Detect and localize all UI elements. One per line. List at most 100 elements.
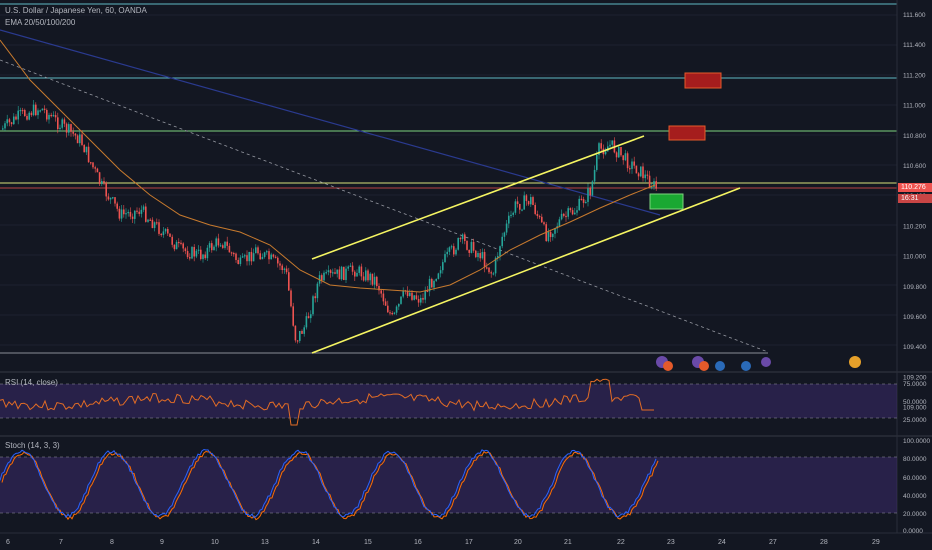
candle-body	[2, 128, 4, 130]
candle-body	[255, 247, 257, 254]
stoch-axis[interactable]: 100.0000 80.0000 60.0000 40.0000 20.0000 0.00…	[903, 438, 930, 535]
ema-line	[0, 39, 656, 293]
candle-body	[626, 153, 629, 169]
time-tick-label: 15	[364, 539, 372, 546]
rsi-legend[interactable]: RSI (14, close)	[5, 378, 58, 387]
rsi-axis[interactable]: 75.0000 50.0000 25.0000	[903, 381, 927, 424]
candle-body	[76, 135, 79, 144]
candle-body	[400, 296, 402, 304]
candle-body	[622, 155, 624, 161]
indicator-legend[interactable]: EMA 20/50/100/200	[5, 18, 76, 27]
candle-body	[186, 251, 189, 258]
sell-zone-box-lower[interactable]	[668, 125, 706, 141]
price-axis[interactable]: 111.600 111.400 111.200 111.000 110.800 110.6…	[903, 12, 927, 412]
candle-body	[378, 285, 380, 291]
candle-body	[314, 296, 316, 299]
time-tick-label: 21	[564, 539, 572, 546]
candle-body	[620, 146, 622, 156]
candle-body	[433, 280, 435, 288]
price-tick-label: 109.200	[903, 374, 927, 381]
candle-body	[481, 252, 484, 259]
candle-body	[549, 232, 552, 238]
dashed-trendline[interactable]	[0, 59, 769, 353]
candle-body	[600, 143, 602, 149]
countdown-badge: 16:31	[898, 194, 932, 203]
candle-body	[32, 104, 35, 116]
candle-body	[222, 245, 224, 248]
blue-ema-line	[0, 29, 661, 216]
candle-body	[149, 219, 151, 221]
rsi-line	[0, 378, 654, 426]
candle-body	[417, 298, 420, 303]
candle-body	[226, 241, 228, 246]
candle-body	[136, 210, 138, 212]
candle-body	[138, 211, 140, 214]
channel-upper-line[interactable]	[311, 135, 645, 260]
candle-body	[15, 116, 17, 120]
stoch-d-line	[1, 450, 659, 521]
stoch-legend[interactable]: Stoch (14, 3, 3)	[5, 441, 60, 450]
sell-zone-box-upper[interactable]	[684, 72, 722, 89]
candle-body	[65, 123, 68, 133]
candle-body	[475, 250, 477, 258]
buy-zone-box[interactable]	[649, 193, 684, 210]
candle-body	[409, 292, 411, 296]
candle-body	[217, 238, 220, 246]
stoch-tick-label: 40.0000	[903, 493, 927, 500]
candle-body	[624, 153, 627, 161]
candle-body	[585, 201, 587, 204]
candle-body	[530, 197, 532, 205]
price-tick-label: 109.000	[903, 405, 927, 412]
price-tick-label: 110.000	[903, 254, 926, 261]
symbol-title[interactable]: U.S. Dollar / Japanese Yen, 60, OANDA	[5, 6, 147, 15]
candle-body	[327, 270, 330, 273]
candle-body	[184, 248, 187, 252]
candle-body	[268, 251, 270, 260]
time-tick-label: 7	[59, 539, 63, 546]
candle-body	[204, 254, 206, 259]
candle-body	[277, 257, 279, 264]
candle-body	[19, 109, 22, 112]
candle-body	[354, 271, 356, 277]
time-axis[interactable]: 6 7 8 9 10 13 14 15 16 17 20 21 22 23 24 27 28 29	[6, 539, 880, 546]
candle-body	[360, 266, 363, 277]
rsi-tick-label: 75.0000	[903, 381, 927, 388]
channel-lower-line[interactable]	[311, 187, 741, 354]
candle-body	[35, 104, 37, 116]
candle-body	[393, 312, 396, 314]
candle-body	[525, 195, 528, 202]
price-tick-label: 109.600	[903, 314, 927, 321]
candle-body	[413, 295, 415, 300]
candle-body	[365, 270, 367, 281]
candle-body	[81, 134, 83, 145]
candle-body	[428, 278, 431, 292]
event-markers[interactable]	[656, 356, 861, 371]
candle-body	[398, 303, 400, 307]
candle-body	[426, 290, 429, 293]
candle-body	[246, 255, 248, 262]
time-tick-label: 29	[872, 539, 880, 546]
candle-body	[158, 222, 160, 234]
candle-body	[552, 233, 554, 238]
candle-body	[523, 195, 525, 210]
candle-body	[519, 203, 521, 210]
candle-body	[28, 112, 30, 120]
candle-body	[241, 256, 244, 258]
time-tick-label: 14	[312, 539, 320, 546]
price-tick-label: 109.800	[903, 284, 927, 291]
candle-body	[182, 243, 184, 249]
candle-body	[142, 206, 145, 210]
candle-body	[468, 249, 470, 253]
candle-body	[541, 216, 543, 223]
candle-body	[338, 269, 341, 280]
candle-body	[39, 110, 41, 112]
candle-body	[288, 272, 290, 291]
candle-body	[340, 266, 343, 280]
candle-body	[10, 122, 13, 125]
candle-body	[195, 250, 198, 257]
candle-body	[96, 168, 99, 173]
candle-body	[336, 269, 338, 274]
time-tick-label: 23	[667, 539, 675, 546]
candle-body	[380, 290, 382, 294]
